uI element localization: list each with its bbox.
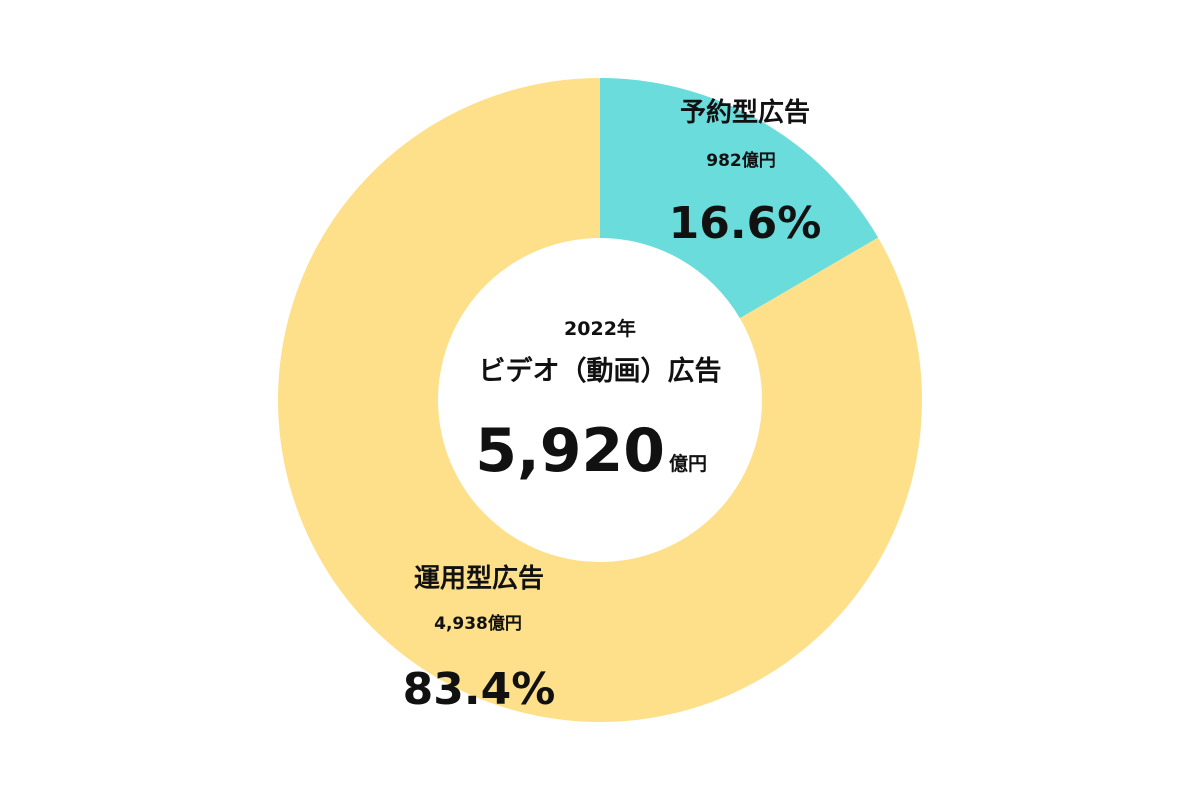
center-title: ビデオ（動画）広告 xyxy=(479,355,722,387)
center-total-unit: 億円 xyxy=(669,452,707,475)
center-year: 2022年 xyxy=(564,317,636,340)
slice-amount-label: 982億円 xyxy=(706,150,776,171)
donut-slices xyxy=(278,78,923,722)
center-total-value: 5,920 xyxy=(475,416,665,486)
slice-name-label: 運用型広告 xyxy=(414,563,544,594)
donut-slice-programmatic xyxy=(278,78,923,722)
slice-percent-label: 16.6% xyxy=(669,198,822,249)
center-label-group: 2022年 ビデオ（動画）広告 5,920 億円 xyxy=(475,317,721,486)
slice-label-group-programmatic: 運用型広告 4,938億円 83.4% xyxy=(403,563,556,715)
slice-amount-label: 4,938億円 xyxy=(434,613,522,634)
slice-label-group-reserved: 予約型広告 982億円 16.6% xyxy=(669,97,822,249)
slice-percent-label: 83.4% xyxy=(403,664,556,715)
slice-name-label: 予約型広告 xyxy=(680,97,810,128)
donut-slice-reserved xyxy=(600,78,879,319)
